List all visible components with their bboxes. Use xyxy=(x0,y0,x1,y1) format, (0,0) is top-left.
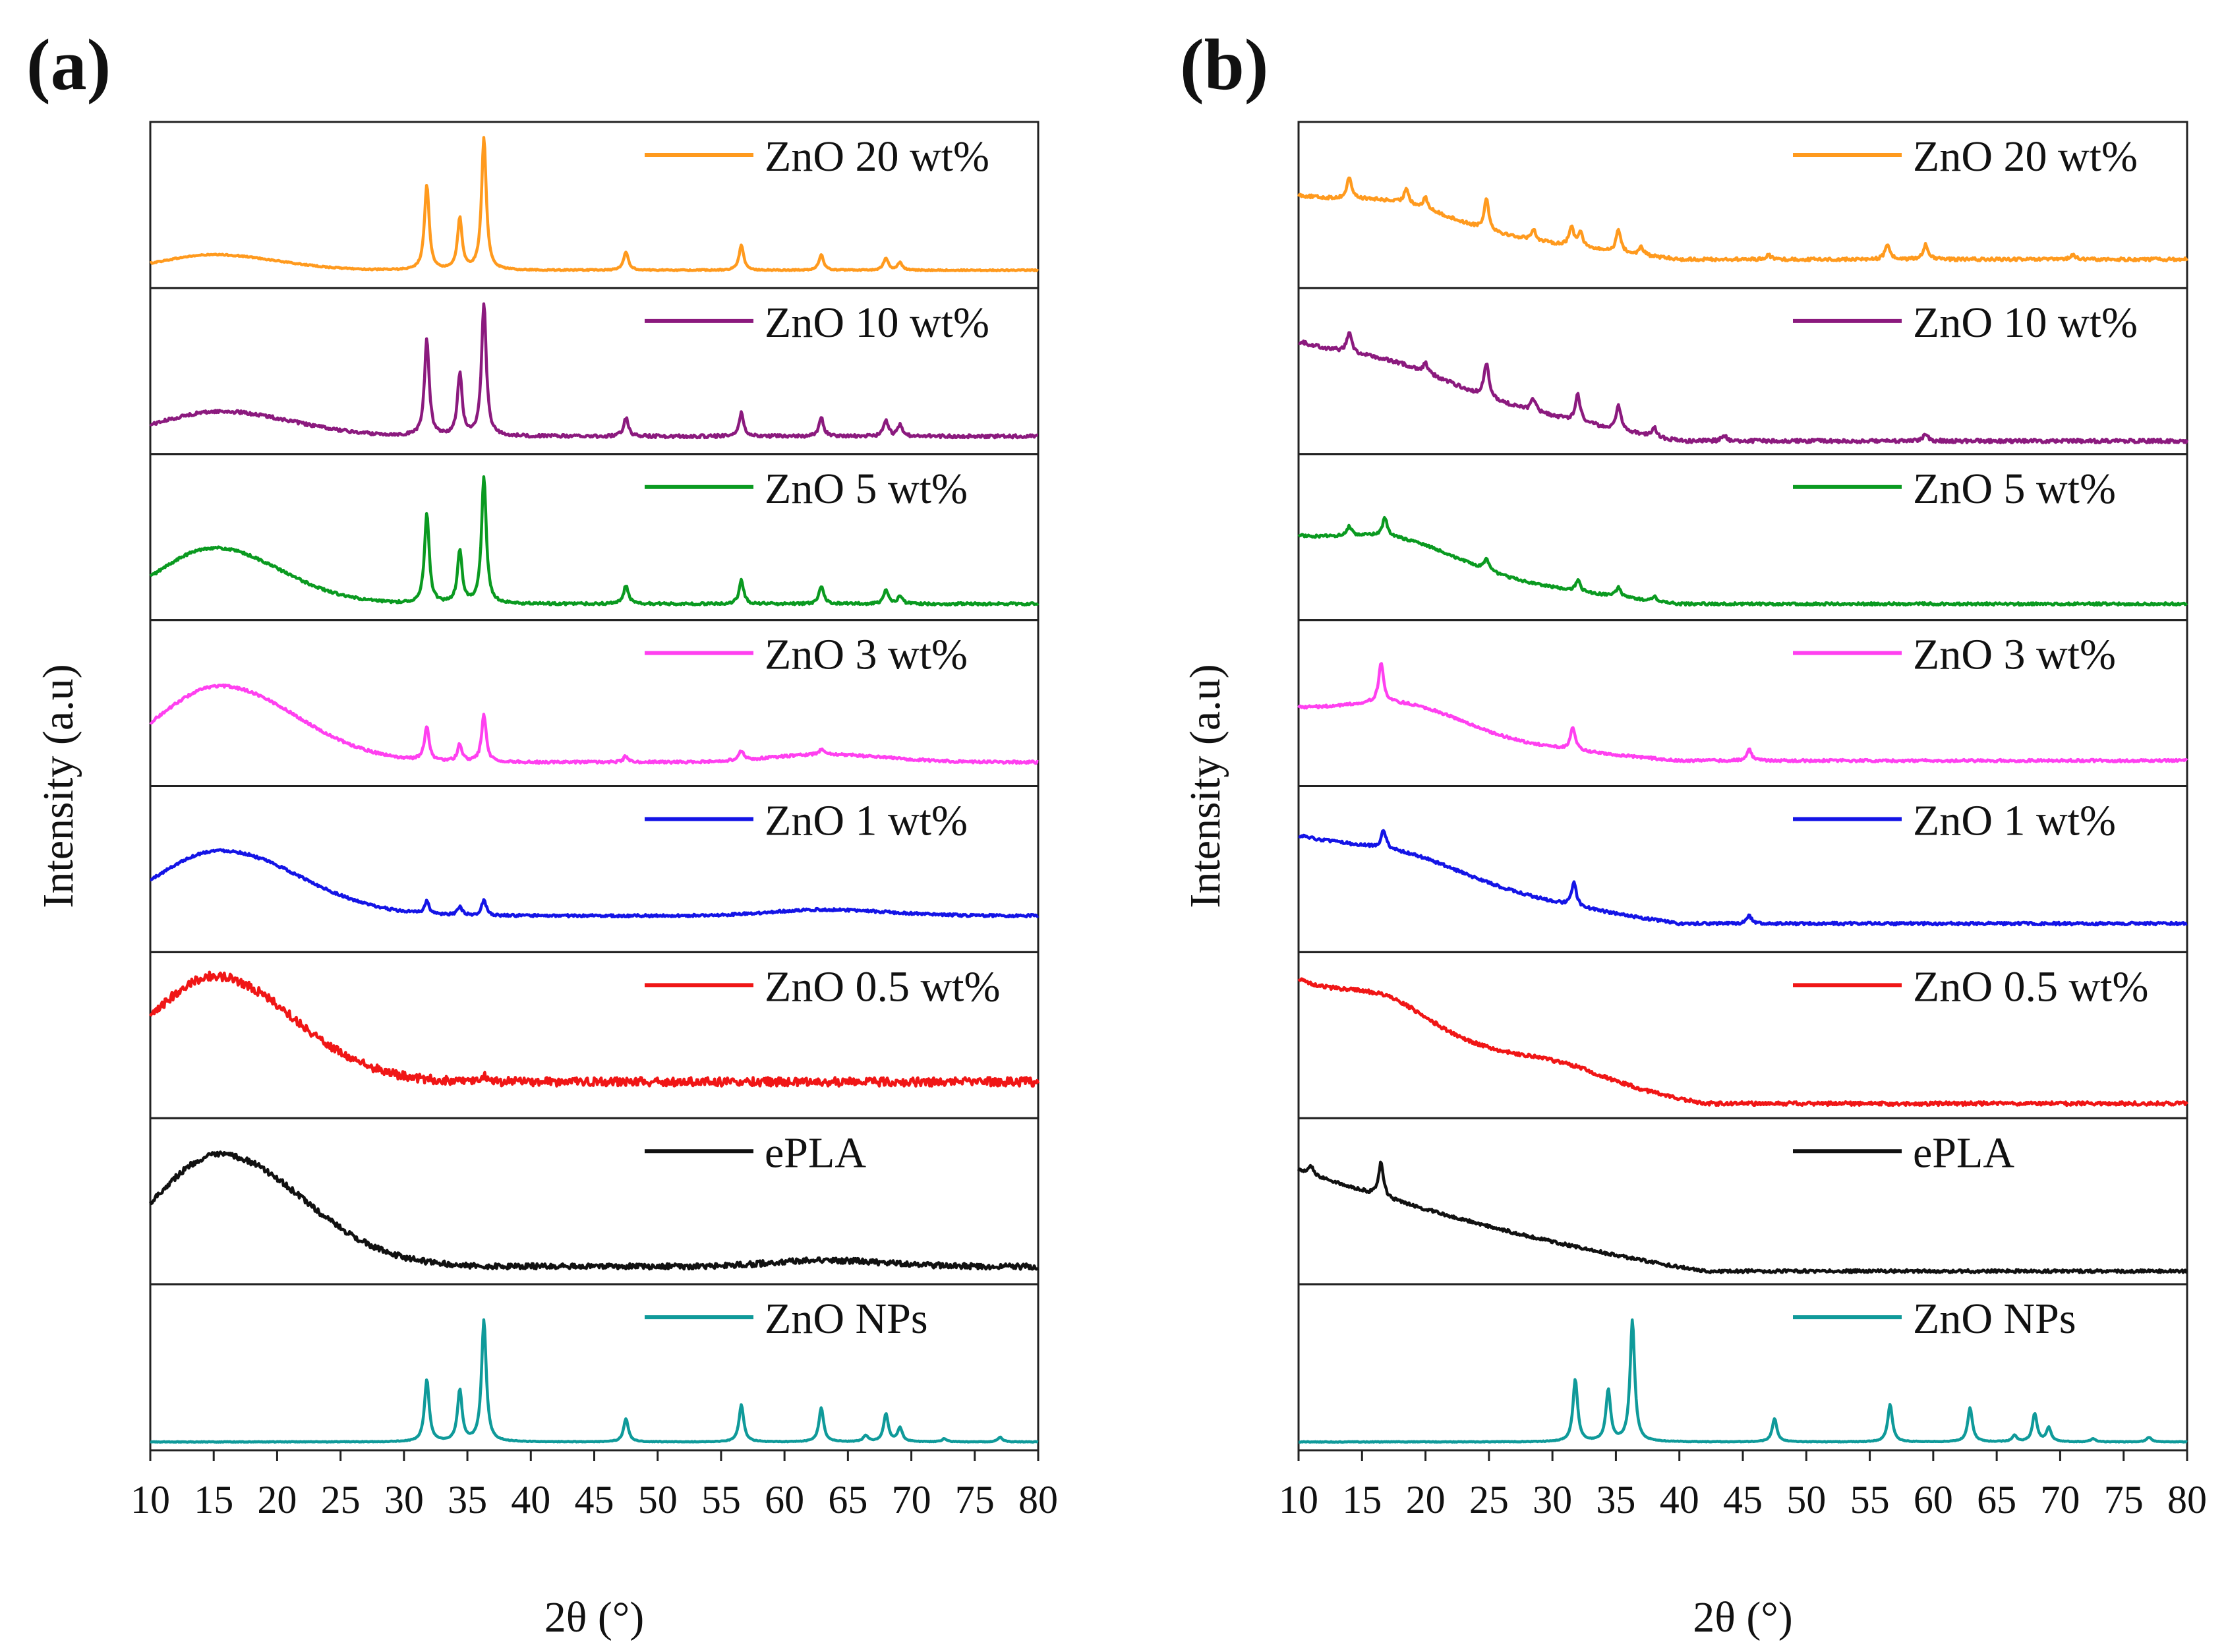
x-tick-label: 45 xyxy=(575,1478,614,1521)
series-6: ePLA xyxy=(1297,1117,2188,1285)
series-line xyxy=(1298,331,2189,445)
series-3: ZnO 3 wt% xyxy=(149,619,1040,787)
x-tick-label: 65 xyxy=(1977,1478,2016,1521)
x-axis: 10 15 20 25 30 35 40 45 50 55 60 65 70 75 80 xyxy=(1279,1450,2207,1521)
series-4: ZnO 1 wt% xyxy=(1297,785,2188,953)
series-2: ZnO 5 wt% xyxy=(1297,453,2188,622)
series-4: ZnO 1 wt% xyxy=(149,785,1040,953)
x-tick-label: 60 xyxy=(1914,1478,1953,1521)
x-axis-title: 2θ (°) xyxy=(1693,1593,1792,1641)
legend-label: ZnO NPs xyxy=(765,1295,928,1343)
series-0: ZnO 20 wt% xyxy=(149,121,1040,289)
legend-label: ZnO 3 wt% xyxy=(1913,631,2116,679)
x-tick-label: 25 xyxy=(1469,1478,1509,1521)
x-tick-label: 25 xyxy=(321,1478,361,1521)
legend-label: ZnO 3 wt% xyxy=(765,631,968,679)
series-7: ZnO NPs xyxy=(1297,1283,2188,1452)
legend-label: ZnO 10 wt% xyxy=(1913,299,2138,347)
row-frame xyxy=(149,1117,1040,1285)
panel-b: (b) ZnO 20 wt% ZnO 10 wt% ZnO 5 wt% ZnO 3 wt… xyxy=(1180,24,2207,1641)
x-tick-label: 50 xyxy=(1786,1478,1826,1521)
x-tick-label: 75 xyxy=(955,1478,995,1521)
series-0: ZnO 20 wt% xyxy=(1297,121,2188,289)
series-line xyxy=(1298,829,2188,927)
x-tick-label: 35 xyxy=(448,1478,487,1521)
x-tick-label: 20 xyxy=(257,1478,297,1521)
x-tick-label: 10 xyxy=(1279,1478,1318,1521)
x-tick-label: 40 xyxy=(1660,1478,1699,1521)
x-tick-label: 30 xyxy=(384,1478,424,1521)
panel-label: (b) xyxy=(1180,24,1268,105)
series-line xyxy=(1298,1318,2188,1444)
series-7: ZnO NPs xyxy=(149,1283,1040,1452)
x-tick-label: 70 xyxy=(2040,1478,2080,1521)
legend-label: ZnO 1 wt% xyxy=(1913,797,2116,845)
x-tick-label: 75 xyxy=(2104,1478,2144,1521)
series-line xyxy=(149,970,1040,1088)
x-tick-label: 30 xyxy=(1533,1478,1572,1521)
series-line xyxy=(1297,662,2188,763)
legend-label: ZnO 20 wt% xyxy=(765,133,989,181)
panel-a: (a) ZnO 20 wt% ZnO 10 wt% ZnO 5 wt% ZnO 3 wt… xyxy=(26,24,1058,1641)
series-line xyxy=(148,1150,1039,1271)
legend-label: ZnO 1 wt% xyxy=(765,797,968,845)
legend-label: ZnO 5 wt% xyxy=(765,465,968,513)
series-line xyxy=(1297,516,2188,607)
series-line xyxy=(1297,1160,2188,1274)
series-line xyxy=(149,475,1040,607)
x-tick-label: 15 xyxy=(1342,1478,1382,1521)
legend-label: ZnO 20 wt% xyxy=(1913,133,2138,181)
series-line xyxy=(150,1318,1039,1444)
series-5: ZnO 0.5 wt% xyxy=(1297,951,2188,1119)
series-line xyxy=(1297,176,2188,262)
x-tick-label: 50 xyxy=(638,1478,678,1521)
x-axis: 10 15 20 25 30 35 40 45 50 55 60 65 70 75 80 xyxy=(131,1450,1058,1521)
x-tick-label: 10 xyxy=(131,1478,170,1521)
legend-label: ZnO NPs xyxy=(1913,1295,2076,1343)
x-tick-label: 55 xyxy=(701,1478,741,1521)
legend-label: ePLA xyxy=(1913,1129,2014,1177)
series-1: ZnO 10 wt% xyxy=(1297,287,2189,456)
panel-label: (a) xyxy=(26,24,111,105)
x-tick-label: 65 xyxy=(828,1478,867,1521)
series-2: ZnO 5 wt% xyxy=(149,453,1040,622)
x-tick-label: 55 xyxy=(1850,1478,1890,1521)
series-line xyxy=(149,302,1039,440)
series-line xyxy=(149,136,1040,273)
legend-label: ZnO 0.5 wt% xyxy=(1913,962,2148,1011)
x-tick-label: 45 xyxy=(1723,1478,1763,1521)
y-axis-title: Intensity (a.u) xyxy=(34,664,82,908)
x-tick-label: 70 xyxy=(892,1478,931,1521)
x-tick-label: 15 xyxy=(194,1478,233,1521)
row-frame xyxy=(1297,1117,2188,1285)
x-tick-label: 20 xyxy=(1406,1478,1446,1521)
x-tick-label: 80 xyxy=(2167,1478,2207,1521)
x-axis-title: 2θ (°) xyxy=(544,1593,644,1641)
x-tick-label: 35 xyxy=(1596,1478,1635,1521)
legend-label: ZnO 10 wt% xyxy=(765,299,989,347)
series-6: ePLA xyxy=(148,1117,1040,1285)
series-3: ZnO 3 wt% xyxy=(1297,619,2188,787)
series-line xyxy=(150,848,1040,919)
x-tick-label: 40 xyxy=(511,1478,550,1521)
series-line xyxy=(149,683,1039,765)
y-axis-title: Intensity (a.u) xyxy=(1181,664,1229,908)
x-tick-label: 80 xyxy=(1018,1478,1058,1521)
legend-label: ePLA xyxy=(765,1129,866,1177)
legend-label: ZnO 0.5 wt% xyxy=(765,962,1000,1011)
series-line xyxy=(1297,977,2188,1107)
series-5: ZnO 0.5 wt% xyxy=(149,951,1040,1119)
series-1: ZnO 10 wt% xyxy=(149,287,1040,456)
x-tick-label: 60 xyxy=(765,1478,804,1521)
legend-label: ZnO 5 wt% xyxy=(1913,465,2116,513)
